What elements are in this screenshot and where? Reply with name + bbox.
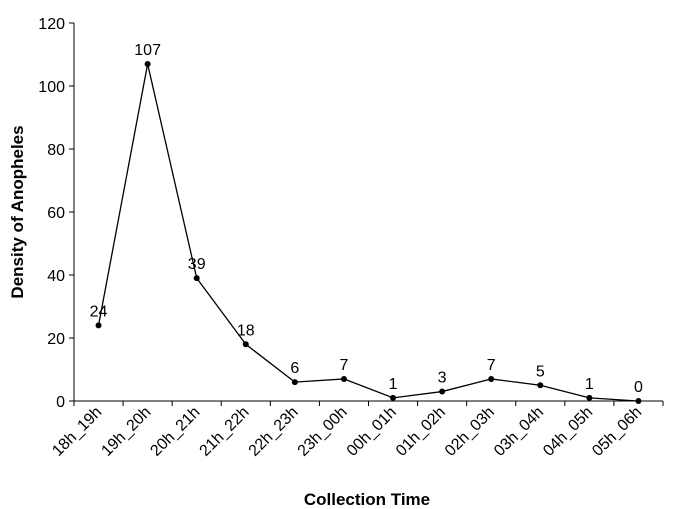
y-tick-label: 100 — [38, 79, 65, 96]
x-axis: 18h_19h19h_20h20h_21h21h_22h22h_23h23h_0… — [49, 400, 664, 460]
y-axis: 0 20 40 60 80 100 120 — [38, 16, 75, 411]
x-axis-title: Collection Time — [304, 490, 430, 509]
data-point — [340, 375, 347, 382]
data-point — [537, 382, 544, 389]
y-tick-label: 40 — [47, 268, 65, 285]
data-point — [193, 275, 200, 282]
data-label: 1 — [585, 376, 594, 393]
data-label: 5 — [536, 363, 545, 380]
y-tick-label: 120 — [38, 16, 65, 33]
x-tick-label: 02h_03h — [442, 404, 498, 460]
x-tick-label: 23h_00h — [295, 404, 351, 460]
x-tick-label: 01h_02h — [393, 404, 449, 460]
x-tick-label: 03h_04h — [491, 404, 547, 460]
data-label: 24 — [90, 303, 108, 320]
x-tick-label: 18h_19h — [49, 404, 105, 460]
data-label: 39 — [188, 256, 206, 273]
data-point — [635, 398, 642, 404]
y-tick-label: 80 — [47, 142, 65, 159]
data-point — [144, 60, 151, 67]
x-tick-label: 04h_05h — [540, 404, 596, 460]
data-point — [95, 322, 102, 329]
data-label: 107 — [134, 42, 161, 59]
data-point — [488, 375, 495, 382]
y-axis-title: Density of Anopheles — [8, 125, 27, 298]
x-tick-label: 21h_22h — [197, 404, 253, 460]
data-point — [390, 394, 397, 401]
data-label: 18 — [237, 322, 255, 339]
data-label: 7 — [340, 357, 349, 374]
x-tick-label: 19h_20h — [98, 404, 154, 460]
data-point — [291, 379, 298, 386]
data-label: 3 — [438, 370, 447, 387]
x-tick-label: 05h_06h — [589, 404, 645, 460]
y-tick-label: 0 — [56, 394, 65, 411]
data-label: 6 — [290, 360, 299, 377]
data-point — [439, 388, 446, 395]
series-line-group — [95, 60, 642, 404]
data-point — [586, 394, 593, 401]
series-line — [97, 63, 639, 402]
data-label: 7 — [487, 357, 496, 374]
y-tick-label: 60 — [47, 205, 65, 222]
x-tick-label: 00h_01h — [344, 404, 400, 460]
y-tick-label: 20 — [47, 331, 65, 348]
data-label: 0 — [634, 379, 643, 396]
x-tick-label: 20h_21h — [147, 404, 203, 460]
x-tick-label: 22h_23h — [246, 404, 302, 460]
data-labels: 24 107 39 18 6 7 1 3 7 5 1 0 — [90, 42, 643, 396]
data-label: 1 — [389, 376, 398, 393]
data-point — [242, 341, 249, 348]
